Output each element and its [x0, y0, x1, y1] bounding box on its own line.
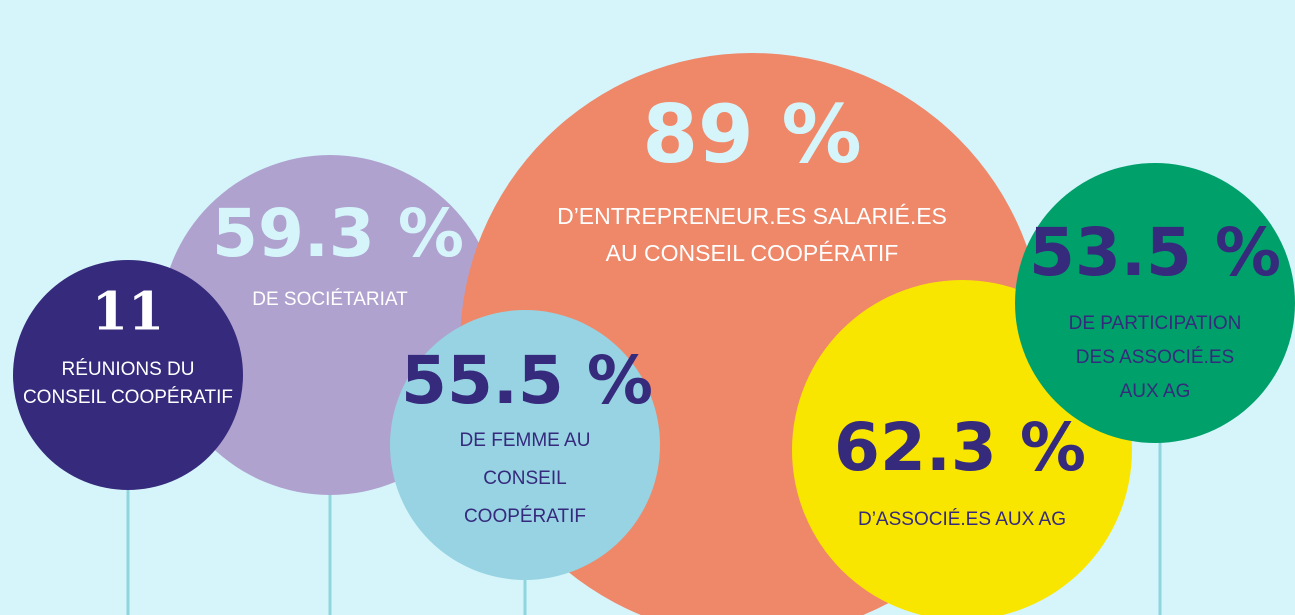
stat-caption: D’ASSOCIÉ.ES AUX AG — [858, 509, 1066, 530]
stat-caption: RÉUNIONS DU — [61, 359, 194, 380]
stat-value: 89 % — [642, 88, 861, 181]
stat-value: 62.3 % — [834, 409, 1086, 486]
stat-caption: DE PARTICIPATION — [1069, 313, 1242, 334]
stat-value: 55.5 % — [401, 342, 653, 419]
stat-caption: CONSEIL COOPÉRATIF — [23, 387, 233, 408]
stat-caption: DE SOCIÉTARIAT — [252, 289, 408, 310]
stat-caption: DE FEMME AU — [460, 430, 591, 451]
stat-caption: COOPÉRATIF — [464, 506, 586, 527]
bubble — [13, 260, 243, 490]
bubble — [1015, 163, 1295, 443]
bubble — [390, 310, 660, 580]
stat-caption: AUX AG — [1120, 381, 1191, 402]
stat-value: 53.5 % — [1029, 214, 1281, 291]
stat-caption: AU CONSEIL COOPÉRATIF — [606, 240, 899, 266]
stat-caption: DES ASSOCIÉ.ES — [1076, 347, 1234, 368]
stat-caption: D’ENTREPRENEUR.ES SALARIÉ.ES — [557, 203, 947, 229]
stat-value: 11 — [92, 282, 164, 343]
stat-value: 59.3 % — [212, 195, 464, 272]
stat-caption: CONSEIL — [483, 468, 566, 489]
